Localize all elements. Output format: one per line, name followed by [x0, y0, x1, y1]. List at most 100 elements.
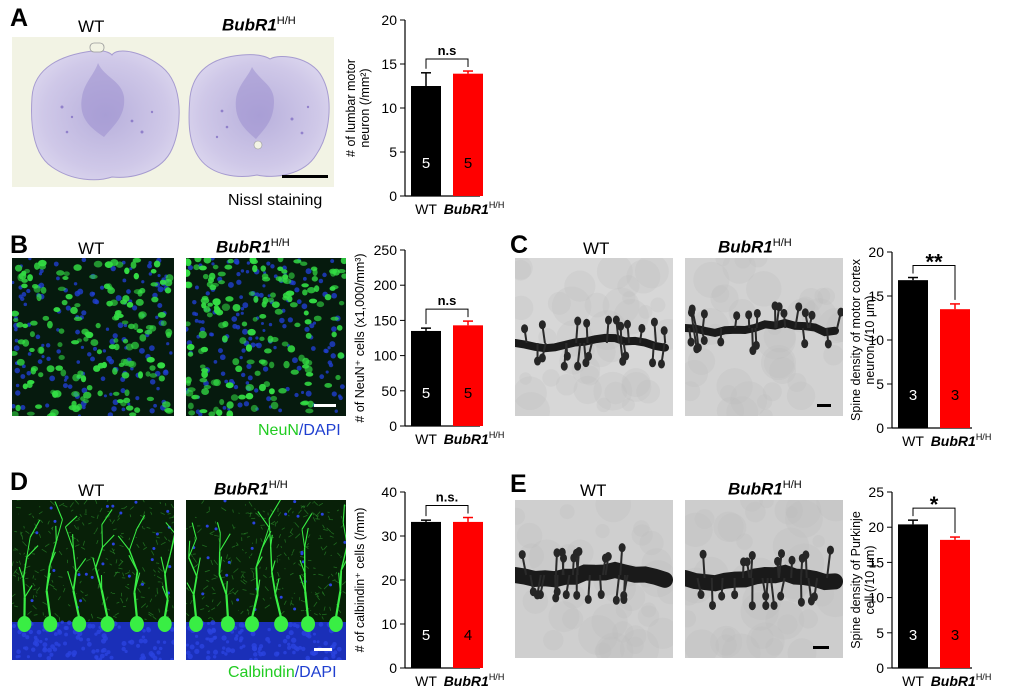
n-label: 5 [422, 627, 430, 644]
scale-bar [314, 648, 332, 651]
significance-bracket [425, 308, 469, 325]
y-tick-label: 10 [381, 100, 397, 116]
x-tick-label: BubR1H/H [444, 672, 505, 689]
y-tick-label: 15 [868, 288, 884, 304]
panel-a-caption: Nissl staining [228, 192, 323, 209]
y-tick-label: 5 [389, 144, 397, 160]
neun-dapi-wt-image [12, 258, 174, 416]
n-label: 5 [422, 155, 430, 172]
y-tick-label: 0 [389, 418, 397, 434]
panel-a-mut-label: BubR1H/H [222, 15, 296, 35]
y-tick-label: 25 [868, 484, 884, 500]
y-tick-label: 5 [876, 376, 884, 392]
neun-dapi-mut-image [186, 258, 346, 416]
significance-label: n.s [438, 43, 457, 58]
y-axis-label: Spine density of motor cortex [849, 258, 863, 421]
y-tick-label: 50 [381, 383, 397, 399]
panel-d-wt-label: WT [78, 481, 105, 500]
y-axis-label: # of lumbar motor [344, 59, 358, 157]
y-axis-label: cell (/10 μm) [863, 545, 877, 614]
significance-label: n.s [438, 293, 457, 308]
y-tick-label: 10 [381, 616, 397, 632]
calbindin-dapi-wt-image [12, 500, 174, 660]
y-axis-label: Spine density of Purkinje [849, 511, 863, 649]
panel-e-mut-label: BubR1H/H [728, 479, 802, 499]
significance-bracket [912, 507, 956, 534]
n-label: 5 [464, 385, 472, 402]
n-label: 3 [909, 387, 917, 404]
y-tick-label: 5 [876, 625, 884, 641]
bar-wt [411, 521, 441, 668]
panel-d-mut-label: BubR1H/H [214, 479, 288, 499]
y-tick-label: 200 [374, 277, 398, 293]
scale-bar [314, 404, 336, 407]
x-tick-label: BubR1H/H [444, 200, 505, 217]
bar-mutant [453, 73, 483, 196]
bar-chart-b: 0 50 100 150 200 250 # of NeuN⁺ cells (x1,000/… [353, 242, 505, 447]
x-tick-label: BubR1H/H [444, 430, 505, 447]
significance-label: * [930, 492, 939, 517]
panel-c-mut-label: BubR1H/H [718, 237, 792, 257]
nissl-spinal-cord-image [12, 37, 334, 187]
y-tick-label: 15 [381, 56, 397, 72]
significance-bracket [912, 265, 956, 300]
panel-label-e: E [510, 470, 527, 498]
y-axis-label: neuron (/10 μm) [863, 295, 877, 384]
x-tick-label: WT [415, 201, 437, 217]
panel-e-wt-label: WT [580, 481, 607, 500]
n-label: 3 [951, 387, 959, 404]
panel-d-caption: Calbindin/DAPI [228, 664, 337, 681]
bar-mutant [453, 521, 483, 668]
bar-mutant [940, 539, 970, 668]
bar-mutant [453, 325, 483, 426]
panel-label-d: D [10, 468, 29, 496]
n-label: 3 [951, 627, 959, 644]
significance-bracket [425, 505, 469, 517]
y-tick-label: 20 [381, 572, 397, 588]
y-tick-label: 10 [868, 332, 884, 348]
y-tick-label: 250 [374, 242, 398, 258]
bar-chart-c: 0 5 10 15 20 Spine density of motor cortex neu… [849, 244, 992, 448]
scale-bar [817, 404, 831, 407]
calbindin-dapi-mut-image [186, 500, 346, 660]
panel-c-wt-label: WT [583, 239, 610, 258]
spine-motor-cortex-wt-image [515, 258, 673, 416]
x-tick-label: WT [415, 673, 437, 689]
y-tick-label: 20 [381, 12, 397, 28]
scale-bar [813, 646, 829, 649]
y-axis-label: # of calbindin⁺ cells (/mm) [353, 508, 367, 653]
y-tick-label: 0 [389, 188, 397, 204]
significance-label: ** [925, 250, 943, 275]
panel-a-wt-label: WT [78, 17, 105, 36]
bar-chart-a: 0 5 10 15 20 # of lumbar motor neuron (/mm²) 5 W… [344, 12, 505, 217]
n-label: 5 [464, 155, 472, 172]
bar-wt [898, 280, 928, 428]
y-tick-label: 10 [868, 590, 884, 606]
y-tick-label: 150 [374, 312, 398, 328]
bar-wt [411, 86, 441, 196]
y-tick-label: 100 [374, 348, 398, 364]
y-tick-label: 0 [876, 660, 884, 676]
x-tick-label: WT [902, 673, 924, 689]
y-tick-label: 0 [389, 660, 397, 676]
panel-label-b: B [10, 231, 29, 259]
y-tick-label: 30 [381, 528, 397, 544]
bar-chart-d: 0 10 20 30 40 # of calbindin⁺ cells (/mm) 5 WT 4… [353, 484, 505, 689]
y-axis-label: neuron (/mm²) [358, 68, 372, 147]
panel-b-wt-label: WT [78, 239, 105, 258]
y-tick-label: 15 [868, 554, 884, 570]
spine-purkinje-wt-image [515, 500, 673, 658]
y-tick-label: 40 [381, 484, 397, 500]
panel-label-a: A [10, 4, 29, 32]
x-tick-label: WT [415, 431, 437, 447]
x-tick-label: BubR1H/H [931, 432, 992, 448]
y-tick-label: 20 [868, 244, 884, 260]
bar-mutant [940, 309, 970, 428]
x-tick-label: BubR1H/H [931, 672, 992, 689]
bar-wt [411, 330, 441, 426]
significance-bracket [425, 58, 469, 69]
spine-purkinje-mut-image [685, 500, 843, 658]
panel-label-c: C [510, 231, 529, 259]
significance-label: n.s. [436, 490, 458, 505]
panel-b-mut-label: BubR1H/H [216, 237, 290, 257]
